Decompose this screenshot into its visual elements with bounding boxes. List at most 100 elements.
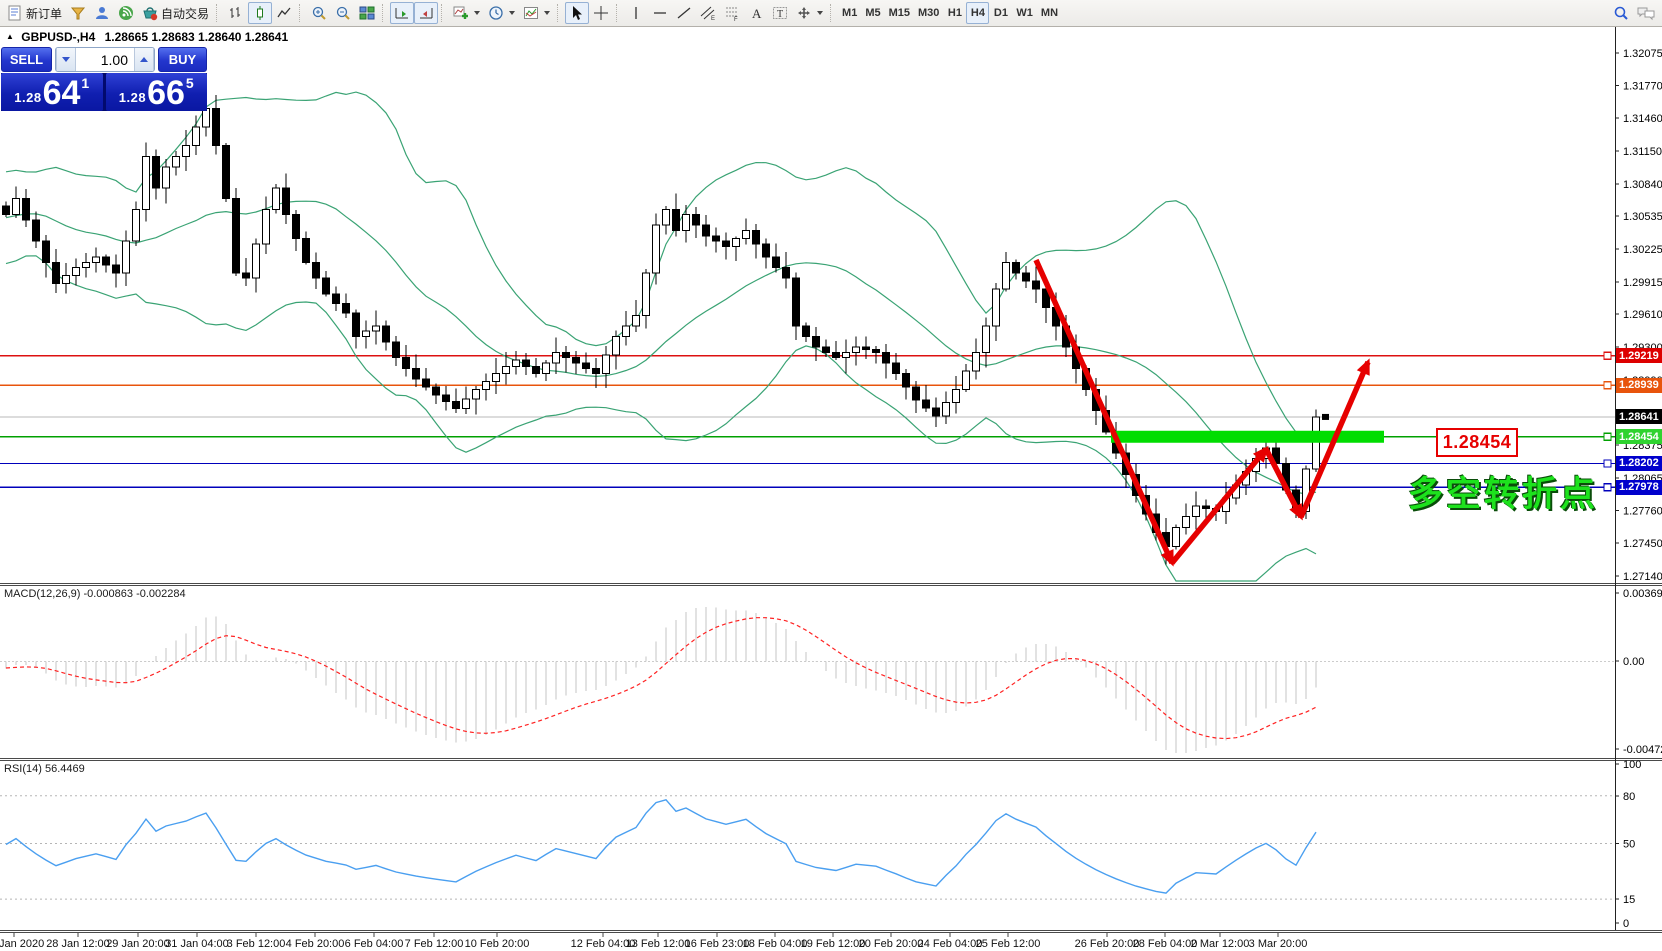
macd-histogram — [5, 607, 1317, 754]
clock-icon — [489, 6, 503, 20]
price-badge-1.28939: 1.28939 — [1616, 377, 1662, 393]
timeframe-w1-button[interactable]: W1 — [1012, 2, 1037, 24]
templates-button[interactable] — [519, 2, 554, 24]
zoom-out-button[interactable] — [331, 2, 355, 24]
svg-text:1.29610: 1.29610 — [1623, 309, 1662, 321]
chart-area[interactable]: 1.32075 1.31770 1.31460 1.31150 1.30840 1.305… — [0, 27, 1662, 951]
new-order-icon — [8, 5, 21, 21]
auto-trading-button[interactable]: 自动交易 — [138, 2, 213, 24]
periods-button[interactable] — [484, 2, 519, 24]
sell-button[interactable]: SELL — [1, 47, 52, 72]
sell-price-big: 64 — [42, 74, 81, 113]
candlestick-chart-button[interactable] — [248, 2, 273, 24]
svg-text:15: 15 — [1623, 894, 1635, 906]
channel-button[interactable]: E — [696, 2, 720, 24]
price-badge-1.28454: 1.28454 — [1616, 429, 1662, 445]
symbol-name: GBPUSD-,H4 — [21, 30, 96, 44]
horizontal-line-button[interactable] — [648, 2, 672, 24]
svg-text:1.31150: 1.31150 — [1623, 146, 1662, 158]
price-badge-1.28641: 1.28641 — [1616, 409, 1662, 425]
timeframe-m15-button[interactable]: M15 — [885, 2, 914, 24]
cursor-icon — [573, 6, 583, 20]
tile-windows-button[interactable] — [355, 2, 379, 24]
turning-point-annotation[interactable]: 多空转折点 — [1408, 475, 1599, 514]
time-tick-label: 31 Jan 04:00 — [165, 938, 229, 950]
price-badge-1.29219: 1.29219 — [1616, 348, 1662, 364]
main-price-panel[interactable] — [0, 87, 1615, 582]
crosshair-icon — [594, 6, 609, 20]
up-arrow-icon — [140, 57, 148, 62]
time-tick-label: 10 Feb 20:00 — [465, 938, 530, 950]
candlesticks[interactable] — [2, 87, 1320, 565]
indicators-button[interactable] — [449, 2, 484, 24]
timeframe-m30-button[interactable]: M30 — [914, 2, 943, 24]
level-line-handles[interactable] — [1603, 351, 1612, 492]
timeframe-d1-label: D1 — [993, 7, 1008, 19]
timeframe-d1-button[interactable]: D1 — [989, 2, 1012, 24]
timeframe-m5-button[interactable]: M5 — [861, 2, 884, 24]
auto-trading-icon — [143, 7, 158, 21]
toolbar: 新订单 自动交易 — [0, 0, 1662, 27]
volume-decrease-button[interactable] — [56, 48, 76, 71]
macd-panel[interactable] — [0, 607, 1615, 754]
support-price-label[interactable]: 1.28454 — [1436, 428, 1518, 457]
svg-text:0.00: 0.00 — [1623, 656, 1644, 668]
signals-icon — [119, 6, 134, 20]
svg-text:1.27140: 1.27140 — [1623, 571, 1662, 583]
fibonacci-icon: F — [726, 7, 739, 21]
timeframe-h1-label: H1 — [947, 7, 962, 19]
volume-increase-button[interactable] — [134, 48, 154, 71]
timeframe-m30-label: M30 — [918, 7, 940, 19]
text-button[interactable]: A — [744, 2, 768, 24]
indicators-dropdown-caret — [474, 11, 481, 15]
trend-zigzag-arrows[interactable] — [1033, 258, 1371, 567]
timeframe-h1-button[interactable]: H1 — [943, 2, 966, 24]
buy-price-big: 66 — [147, 74, 185, 113]
crosshair-button[interactable] — [589, 2, 613, 24]
bar-chart-button[interactable] — [224, 2, 248, 24]
svg-text:50: 50 — [1623, 839, 1635, 851]
svg-text:1.30535: 1.30535 — [1623, 211, 1662, 223]
new-order-button[interactable]: 新订单 — [3, 2, 66, 24]
bar-chart-icon — [230, 7, 241, 18]
volume-input[interactable]: 1.00 — [100, 51, 128, 68]
search-button[interactable] — [1609, 2, 1633, 24]
rsi-panel[interactable] — [0, 795, 1615, 900]
auto-trading-label: 自动交易 — [161, 6, 210, 21]
last-price-marker — [1322, 413, 1329, 420]
svg-text:100: 100 — [1623, 759, 1641, 771]
timeframe-h4-button[interactable]: H4 — [966, 2, 990, 24]
timeframe-m15-label: M15 — [888, 7, 910, 19]
community-button[interactable] — [90, 2, 114, 24]
line-chart-button[interactable] — [272, 2, 296, 24]
trendline-button[interactable] — [672, 2, 696, 24]
funnel-button[interactable] — [66, 2, 90, 24]
cursor-button[interactable] — [565, 2, 590, 24]
text-label-button[interactable]: T — [768, 2, 792, 24]
vertical-line-button[interactable] — [624, 2, 648, 24]
arrows-button[interactable] — [792, 2, 827, 24]
toolbar-separator — [441, 4, 446, 22]
chat-button[interactable] — [1633, 2, 1659, 24]
auto-scroll-button[interactable] — [390, 2, 415, 24]
support-zone-line[interactable] — [1111, 430, 1384, 443]
horizontal-level-lines[interactable] — [0, 354, 1615, 488]
time-tick-label: 28 Feb 04:00 — [1133, 938, 1198, 950]
svg-text:80: 80 — [1623, 791, 1635, 803]
sell-price-display[interactable]: 1.28 64 1 — [1, 73, 103, 111]
new-order-label: 新订单 — [26, 6, 63, 21]
chart-shift-button[interactable] — [414, 2, 439, 24]
tile-windows-icon — [359, 6, 375, 20]
zoom-in-button[interactable] — [307, 2, 331, 24]
timeframe-mn-label: MN — [1040, 7, 1059, 19]
buy-price-display[interactable]: 1.28 66 5 — [105, 73, 207, 113]
timeframe-m1-button[interactable]: M1 — [838, 2, 861, 24]
text-icon: A — [752, 6, 762, 21]
fibonacci-button[interactable]: F — [720, 2, 744, 24]
collapse-triangle-icon[interactable]: ▲ — [6, 32, 14, 41]
timeframe-mn-button[interactable]: MN — [1037, 2, 1062, 24]
signals-button[interactable] — [114, 2, 138, 24]
panel-frame — [0, 27, 1662, 933]
buy-button[interactable]: BUY — [158, 47, 207, 72]
